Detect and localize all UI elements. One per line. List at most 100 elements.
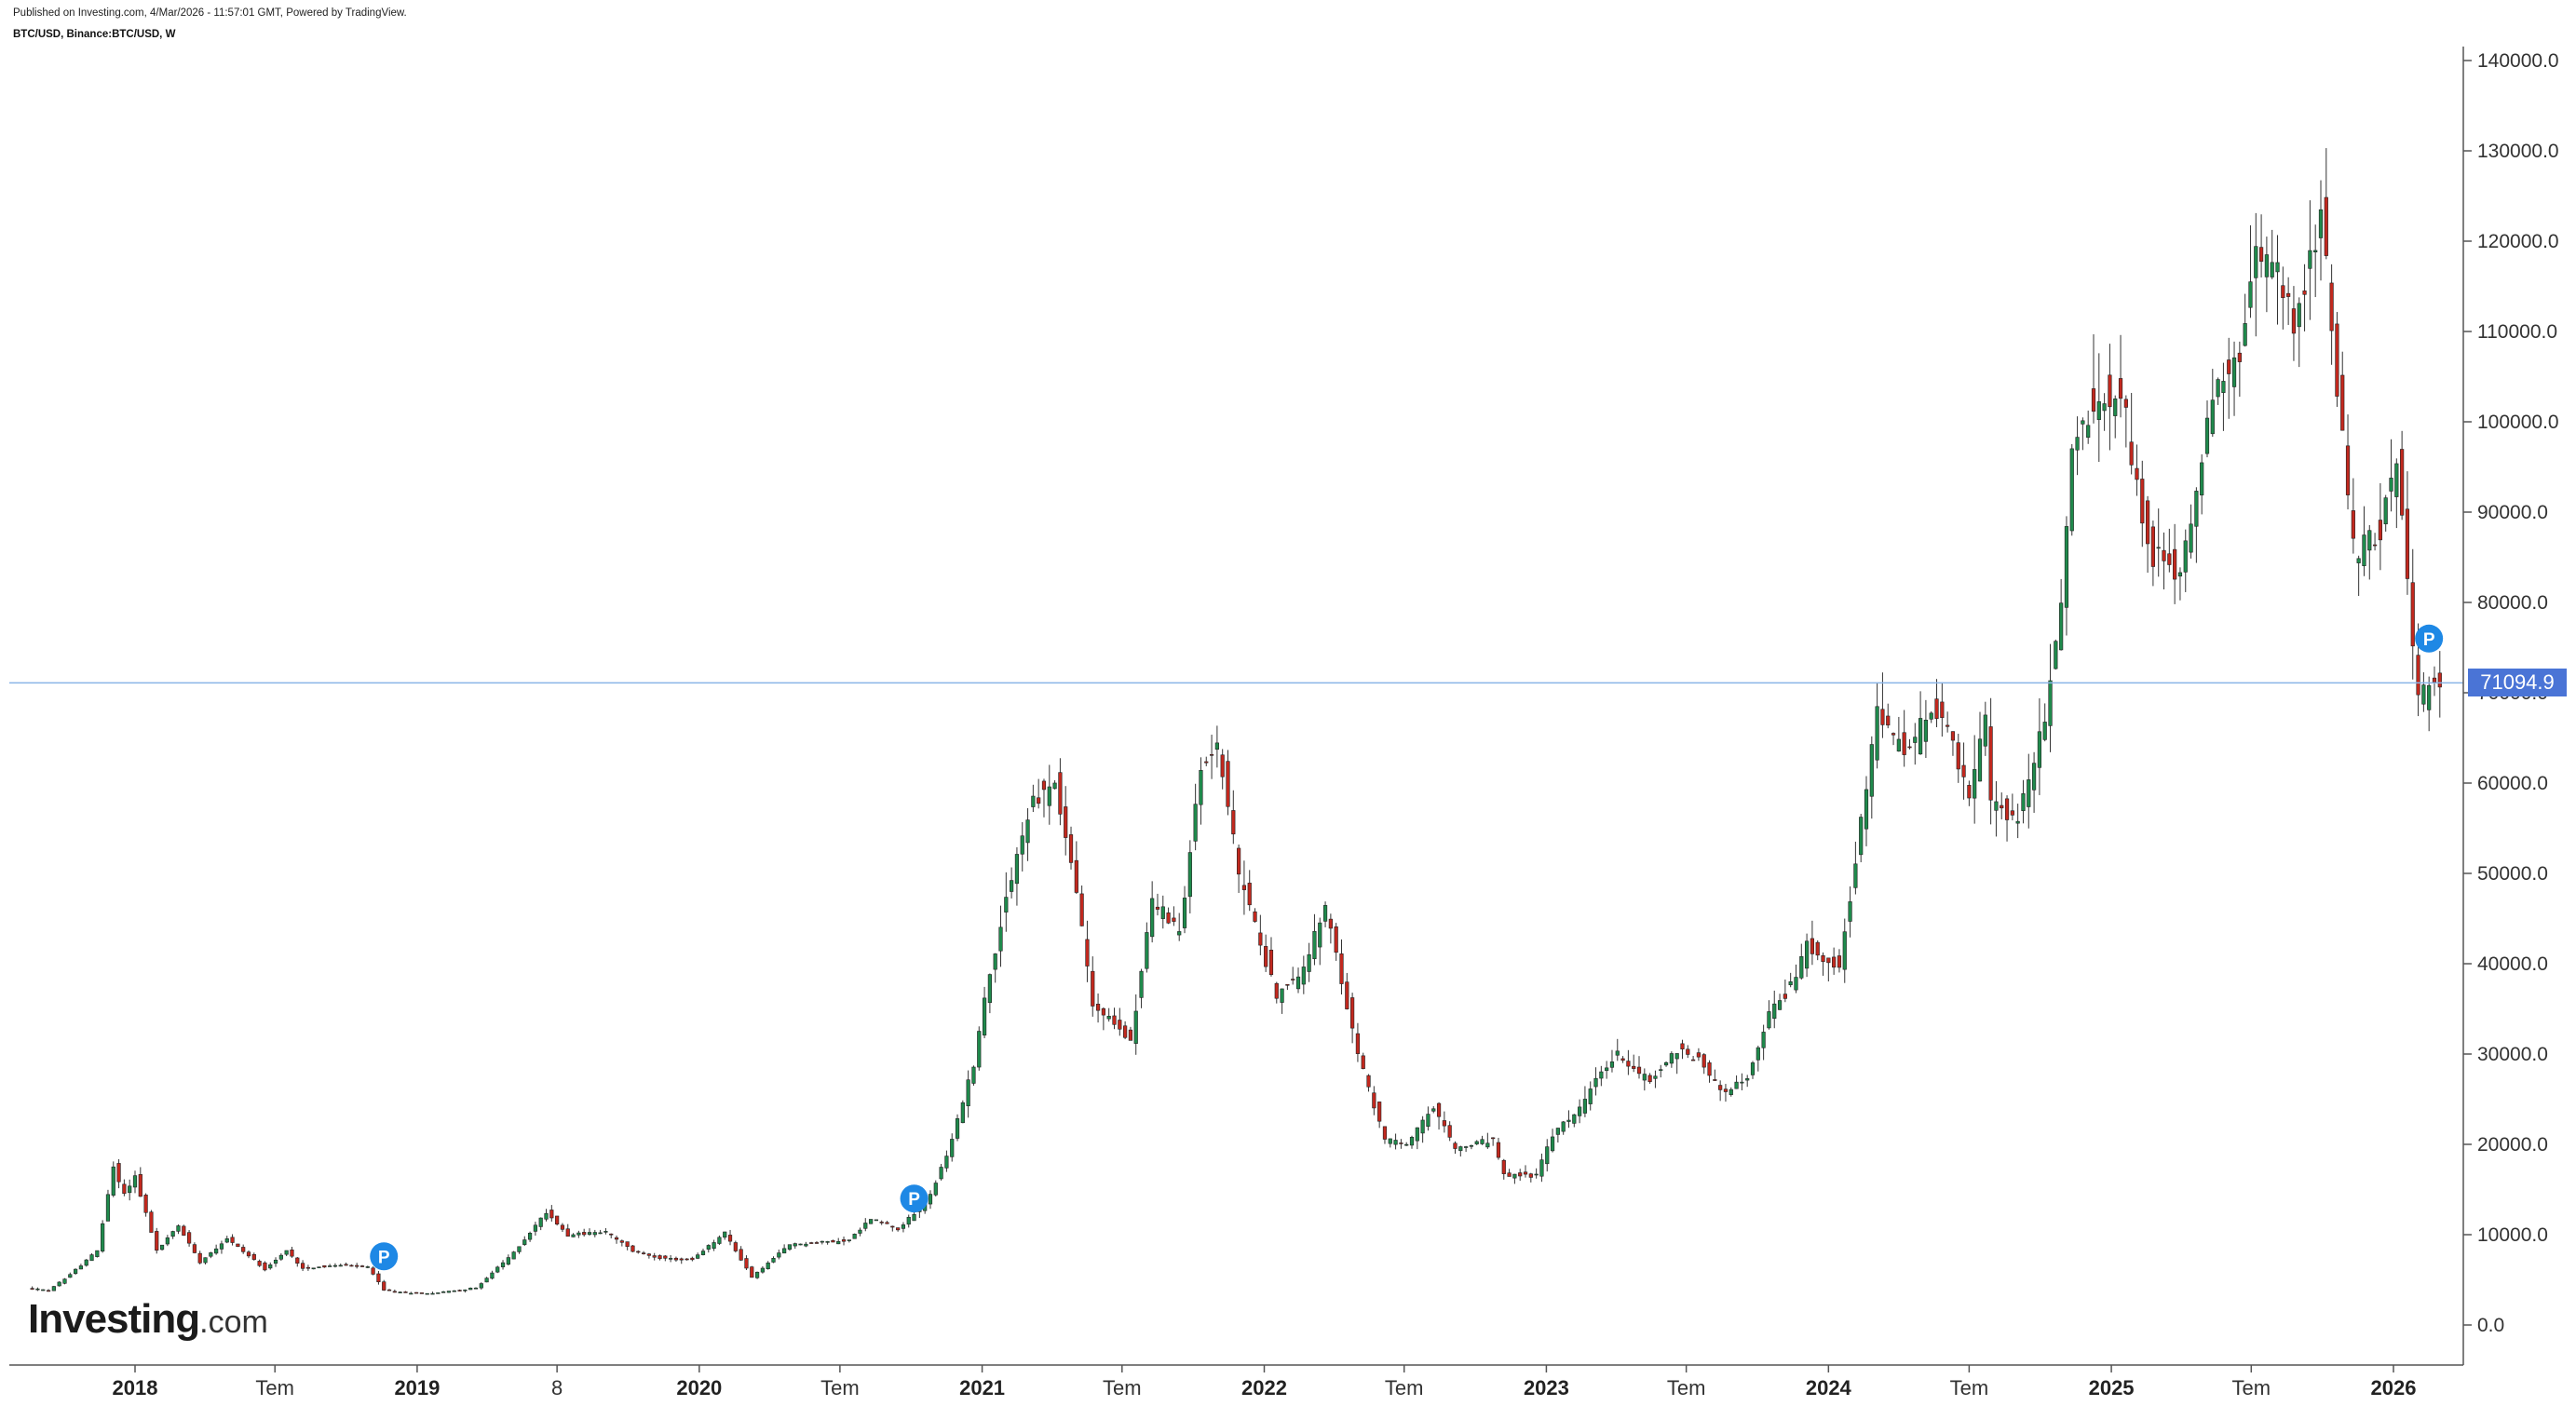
candle-up [527, 1233, 533, 1240]
candle-up [1295, 976, 1301, 990]
candle-up [1458, 1146, 1463, 1152]
candle-up [203, 1257, 208, 1264]
candle-down [182, 1225, 186, 1236]
x-tick-label: 2026 [2371, 1376, 2417, 1399]
y-axis[interactable]: 140000.0 130000.0 120000.0 110000.0 100000.0… [2463, 50, 2559, 1336]
candle-down [690, 1257, 695, 1261]
candle-up [95, 1250, 100, 1257]
p-marker[interactable]: P [2415, 624, 2444, 653]
candle-up [1133, 1010, 1138, 1044]
candle-down [2000, 804, 2004, 809]
candle-up [2367, 530, 2372, 551]
candle-up [598, 1232, 603, 1235]
x-tick-label: 2025 [2089, 1376, 2135, 1399]
candle-down [1355, 1033, 1361, 1054]
candle-up [1187, 852, 1192, 898]
candle-down [1636, 1066, 1642, 1075]
candle-down [1253, 911, 1257, 922]
candle-up [1199, 770, 1203, 805]
candle-up [1750, 1062, 1756, 1075]
candle-down [1961, 764, 1966, 777]
candle-down [1258, 932, 1263, 946]
candle-down [1350, 997, 1355, 1029]
candle-up [1409, 1137, 1415, 1146]
candle-up [592, 1232, 597, 1236]
candle-down [2329, 282, 2334, 331]
candle-down [2108, 374, 2112, 408]
candle-down [890, 1225, 895, 1228]
candle-up [1983, 714, 1987, 747]
candle-down [30, 1288, 34, 1290]
y-tick-label: 120000.0 [2477, 231, 2559, 252]
candle-up [1480, 1139, 1485, 1144]
candle-down [1328, 918, 1333, 929]
p-marker-circle [370, 1242, 399, 1271]
candle-up [2383, 497, 2388, 525]
investing-logo[interactable]: Investing.com [28, 1296, 268, 1343]
candle-up [1973, 769, 1977, 799]
candle-down [1366, 1075, 1371, 1088]
candle-down [1285, 983, 1290, 986]
x-tick-label: Tem [255, 1376, 294, 1399]
candle-down [609, 1233, 614, 1236]
candle-up [1864, 789, 1869, 830]
candle-up [1799, 955, 1804, 979]
candle-up [1182, 898, 1187, 928]
candle-up [2313, 250, 2318, 252]
candle-up [2015, 820, 2020, 824]
candle-up [1767, 1011, 1771, 1029]
candle-down [386, 1289, 392, 1291]
candle-down [625, 1241, 630, 1248]
candle-down [727, 1235, 733, 1242]
symbol-label: BTC/USD, Binance:BTC/USD, W [13, 29, 176, 40]
candle-down [263, 1262, 267, 1271]
candle-up [159, 1244, 165, 1251]
candle-down [2004, 798, 2010, 820]
candle-down [2405, 508, 2410, 579]
x-tick-label: Tem [820, 1376, 860, 1399]
candle-up [332, 1264, 338, 1267]
candle-down [2372, 544, 2378, 547]
candle-up [1929, 712, 1933, 720]
p-marker[interactable]: P [900, 1184, 929, 1213]
candle-down [879, 1222, 884, 1223]
candle-up [2075, 437, 2080, 451]
candle-down [1723, 1088, 1729, 1092]
candle-down [186, 1232, 192, 1244]
candle-up [852, 1234, 857, 1239]
candle-up [1393, 1140, 1398, 1145]
p-marker[interactable]: P [370, 1242, 399, 1271]
x-axis[interactable]: 2018 Tem 2019 8 2020 Tem 2021 Tem 2022 Tem 2023 Tem… [113, 1365, 2417, 1399]
candle-down [1377, 1102, 1382, 1122]
candle-up [490, 1272, 495, 1279]
candle-up [2362, 534, 2366, 566]
x-tick-label: 2018 [113, 1376, 158, 1399]
candle-up [2243, 323, 2247, 346]
candle-down [2123, 399, 2128, 408]
candle-up [901, 1224, 906, 1229]
candle-up [284, 1250, 289, 1255]
candle-down [1172, 917, 1176, 922]
y-tick-label: 100000.0 [2477, 412, 2559, 433]
candle-up [971, 1066, 976, 1084]
candle-up [430, 1292, 435, 1295]
candle-up [2027, 779, 2031, 807]
candle-down [414, 1291, 419, 1294]
candle-up [1740, 1081, 1744, 1084]
candle-up [1599, 1071, 1604, 1079]
candle-down [1058, 772, 1063, 815]
candle-down [1940, 701, 1945, 719]
candle-down [1361, 1055, 1365, 1069]
candle-up [1388, 1138, 1392, 1144]
candle-down [1064, 806, 1068, 838]
candle-down [1707, 1062, 1712, 1076]
candle-down [419, 1292, 424, 1294]
candle-up [760, 1267, 765, 1273]
candle-down [382, 1281, 386, 1291]
candle-up [1609, 1061, 1615, 1068]
candle-up [706, 1245, 711, 1250]
candle-up [268, 1264, 273, 1269]
candle-down [349, 1264, 354, 1267]
candle-down [549, 1210, 554, 1219]
